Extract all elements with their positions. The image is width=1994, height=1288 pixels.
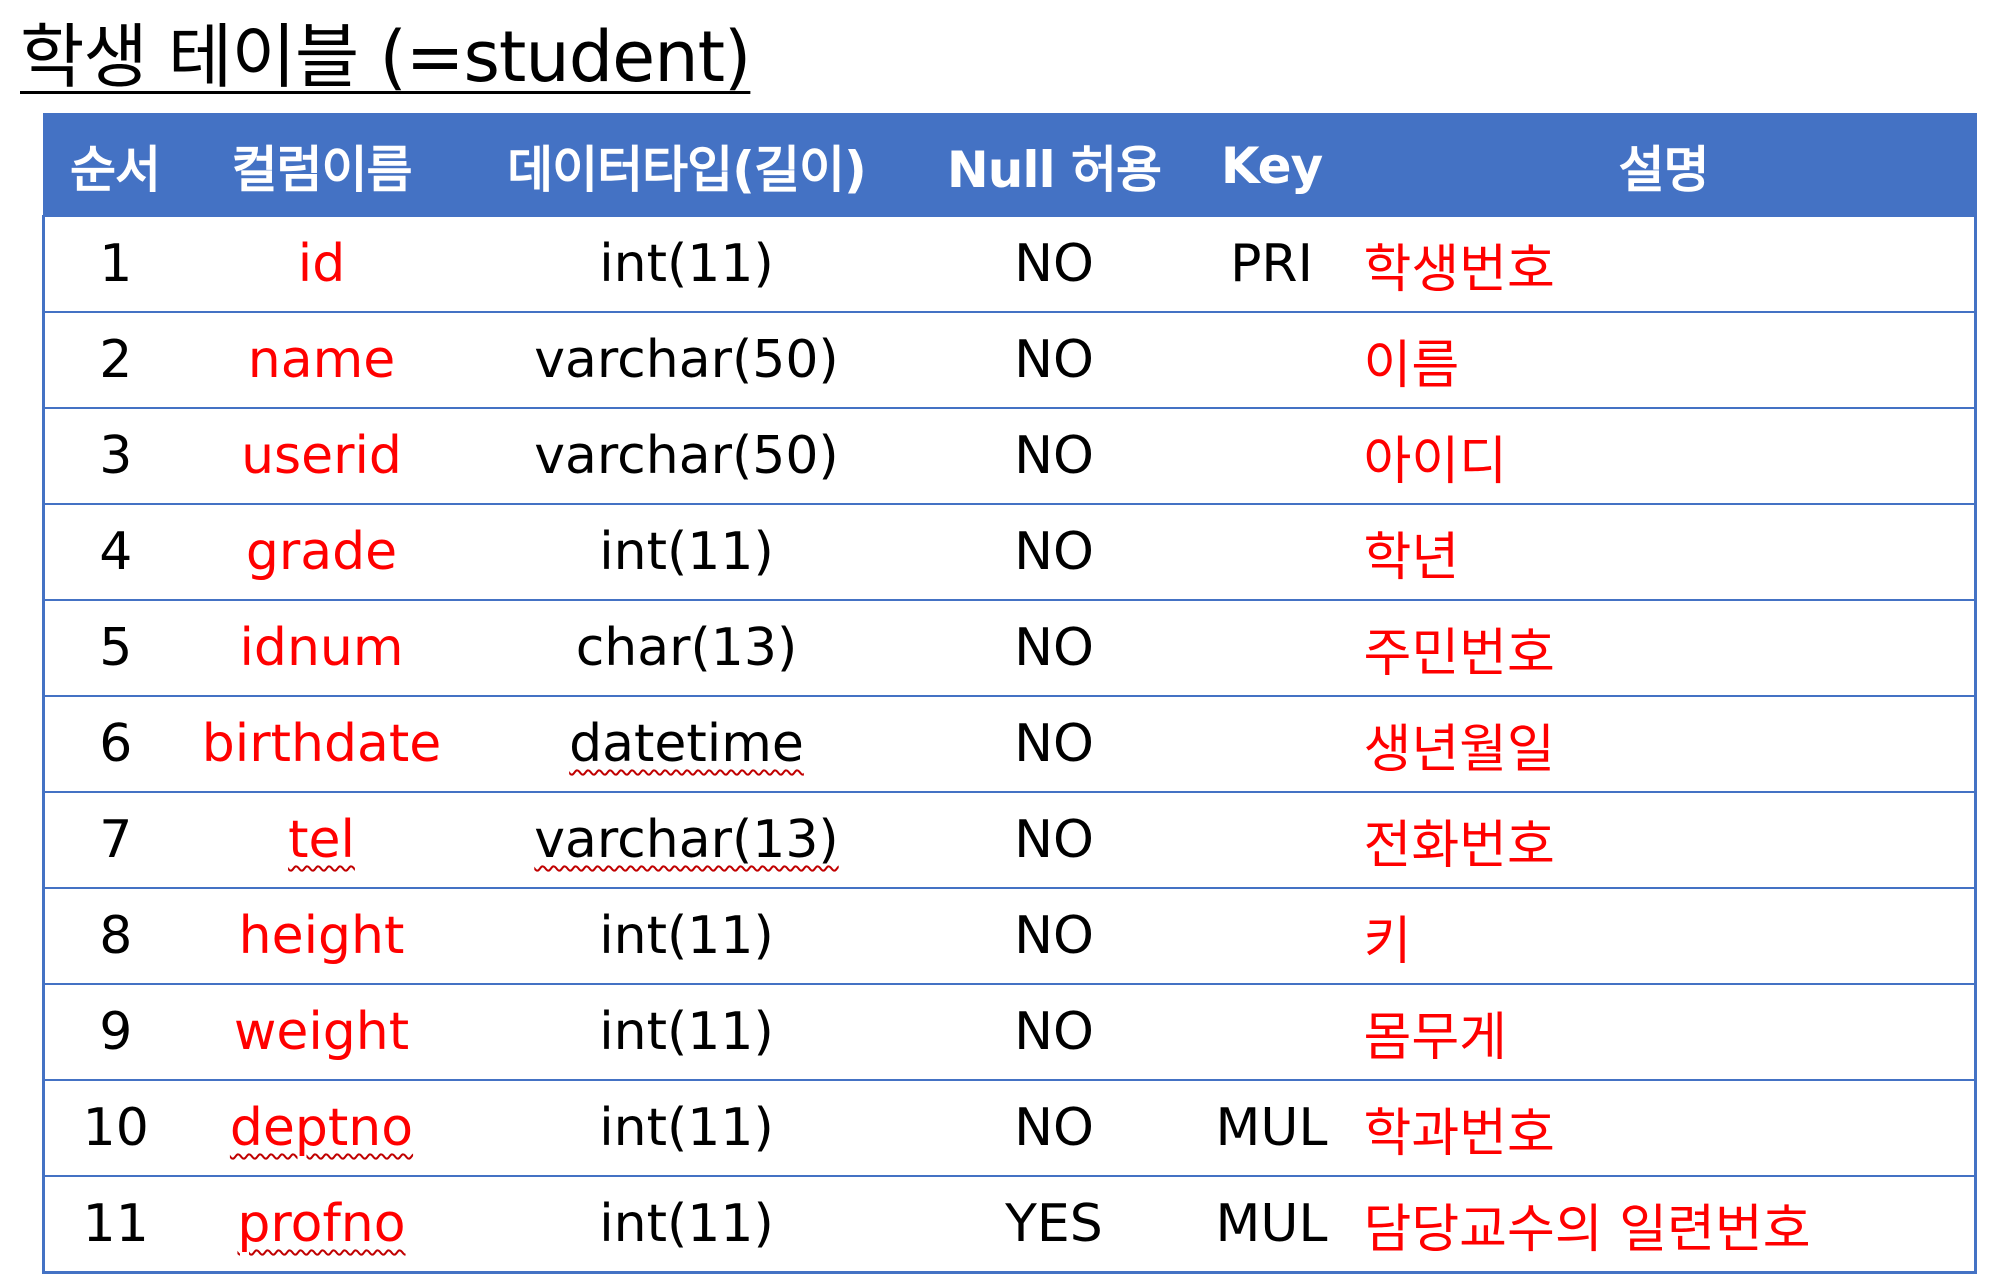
cell-data-type: int(11) (456, 887, 917, 985)
cell-order: 11 (42, 1175, 187, 1274)
cell-data-type: int(11) (456, 215, 917, 313)
page-title: 학생 테이블 (=student) (20, 16, 751, 98)
cell-order: 4 (42, 503, 187, 601)
table-row: 8 height int(11) NO 키 (42, 887, 1977, 985)
table-row: 9 weight int(11) NO 몸무게 (42, 983, 1977, 1081)
cell-column-name: weight (186, 983, 457, 1081)
table-row: 2 name varchar(50) NO 이름 (42, 311, 1977, 409)
table-row: 7 tel varchar(13) NO 전화번호 (42, 791, 1977, 889)
cell-data-type: int(11) (456, 983, 917, 1081)
cell-column-name: deptno (186, 1079, 457, 1177)
cell-nullable: NO (916, 407, 1192, 505)
header-key: Key (1190, 113, 1353, 217)
cell-column-name: idnum (186, 599, 457, 697)
cell-order: 1 (42, 215, 187, 313)
cell-order: 7 (42, 791, 187, 889)
cell-column-name: birthdate (186, 695, 457, 793)
cell-order: 9 (42, 983, 187, 1081)
cell-order: 10 (42, 1079, 187, 1177)
cell-description: 생년월일 (1351, 695, 1977, 793)
cell-order: 3 (42, 407, 187, 505)
cell-key (1191, 503, 1352, 601)
header-nullable: Null 허용 (915, 113, 1193, 217)
cell-key (1191, 887, 1352, 985)
cell-description: 학생번호 (1351, 215, 1977, 313)
spellcheck-underlined-text: varchar(13) (534, 810, 839, 870)
cell-description: 학년 (1351, 503, 1977, 601)
cell-data-type: varchar(50) (456, 311, 917, 409)
cell-data-type: int(11) (456, 503, 917, 601)
cell-key (1191, 983, 1352, 1081)
cell-column-name: grade (186, 503, 457, 601)
cell-nullable: NO (916, 791, 1192, 889)
cell-order: 2 (42, 311, 187, 409)
table-row: 1 id int(11) NO PRI 학생번호 (42, 215, 1977, 313)
cell-nullable: NO (916, 1079, 1192, 1177)
cell-key (1191, 695, 1352, 793)
cell-column-name: userid (186, 407, 457, 505)
cell-column-name: id (186, 215, 457, 313)
cell-data-type: varchar(50) (456, 407, 917, 505)
table-row: 3 userid varchar(50) NO 아이디 (42, 407, 1977, 505)
cell-key (1191, 791, 1352, 889)
cell-nullable: NO (916, 215, 1192, 313)
cell-key: PRI (1191, 215, 1352, 313)
cell-key (1191, 599, 1352, 697)
table-row: 4 grade int(11) NO 학년 (42, 503, 1977, 601)
table-row: 10 deptno int(11) NO MUL 학과번호 (42, 1079, 1977, 1177)
header-description: 설명 (1350, 113, 1977, 217)
cell-description: 키 (1351, 887, 1977, 985)
header-data-type: 데이터타입(길이) (455, 113, 918, 217)
cell-order: 8 (42, 887, 187, 985)
cell-nullable: NO (916, 311, 1192, 409)
cell-data-type: int(11) (456, 1079, 917, 1177)
cell-description: 아이디 (1351, 407, 1977, 505)
cell-order: 6 (42, 695, 187, 793)
cell-key (1191, 311, 1352, 409)
cell-nullable: NO (916, 503, 1192, 601)
cell-order: 5 (42, 599, 187, 697)
cell-nullable: YES (916, 1175, 1192, 1274)
cell-description: 이름 (1351, 311, 1977, 409)
header-order: 순서 (42, 113, 188, 217)
spellcheck-underlined-text: datetime (569, 714, 804, 774)
cell-description: 전화번호 (1351, 791, 1977, 889)
cell-data-type: char(13) (456, 599, 917, 697)
cell-description: 담당교수의 일련번호 (1351, 1175, 1977, 1274)
cell-description: 몸무게 (1351, 983, 1977, 1081)
cell-nullable: NO (916, 983, 1192, 1081)
cell-key: MUL (1191, 1175, 1352, 1274)
table-header-row: 순서 컬럼이름 데이터타입(길이) Null 허용 Key 설명 (42, 113, 1977, 217)
cell-description: 학과번호 (1351, 1079, 1977, 1177)
spellcheck-underlined-text: deptno (229, 1098, 414, 1158)
header-column-name: 컬럼이름 (185, 113, 458, 217)
spellcheck-underlined-text: profno (237, 1194, 406, 1254)
cell-nullable: NO (916, 887, 1192, 985)
cell-key: MUL (1191, 1079, 1352, 1177)
student-schema-table: 순서 컬럼이름 데이터타입(길이) Null 허용 Key 설명 1 id in… (42, 113, 1977, 1274)
cell-nullable: NO (916, 599, 1192, 697)
table-row: 11 profno int(11) YES MUL 담당교수의 일련번호 (42, 1175, 1977, 1274)
cell-column-name: tel (186, 791, 457, 889)
table-row: 6 birthdate datetime NO 생년월일 (42, 695, 1977, 793)
spellcheck-underlined-text: tel (288, 810, 355, 870)
cell-data-type: int(11) (456, 1175, 917, 1274)
cell-data-type: datetime (456, 695, 917, 793)
cell-column-name: name (186, 311, 457, 409)
cell-description: 주민번호 (1351, 599, 1977, 697)
cell-nullable: NO (916, 695, 1192, 793)
cell-column-name: profno (186, 1175, 457, 1274)
cell-data-type: varchar(13) (456, 791, 917, 889)
table-row: 5 idnum char(13) NO 주민번호 (42, 599, 1977, 697)
cell-column-name: height (186, 887, 457, 985)
cell-key (1191, 407, 1352, 505)
